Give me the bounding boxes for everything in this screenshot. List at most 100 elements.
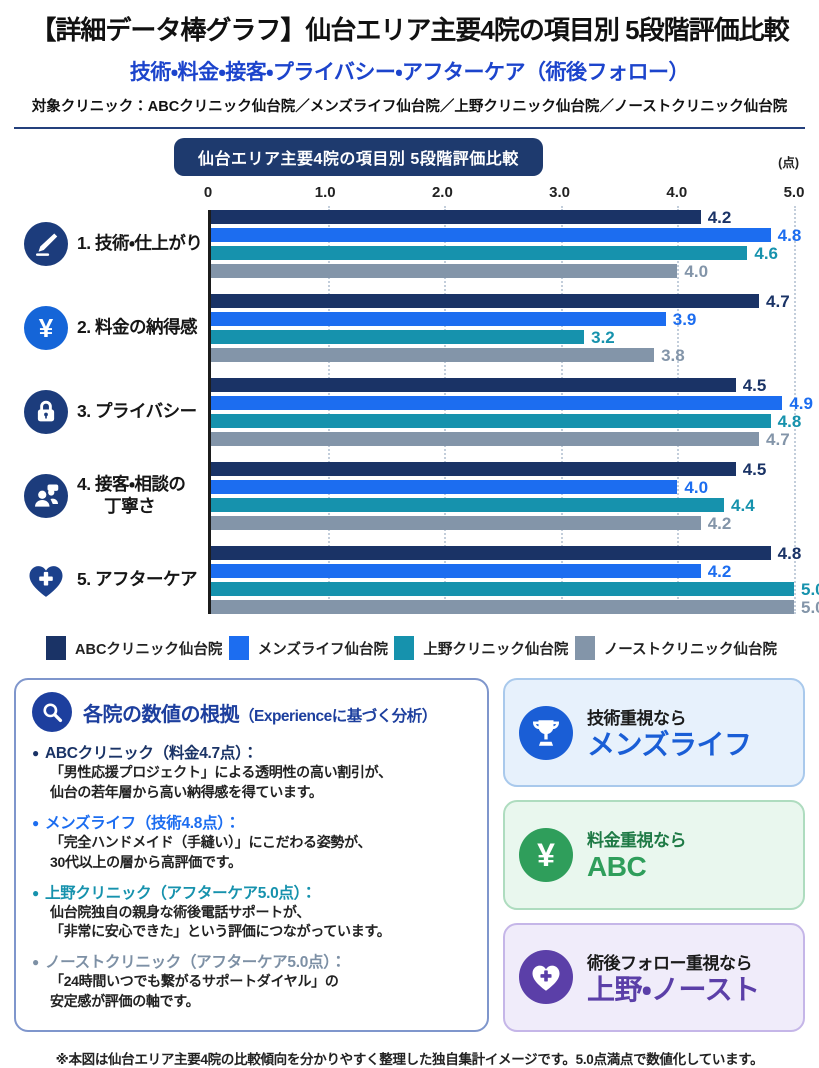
- infographic-page: 【詳細データ棒グラフ】仙台エリア主要4院の項目別 5段階評価比較 技術・料金・接…: [0, 15, 819, 1067]
- bullet-line: 仙台の若年層から高い納得感を得ています。: [50, 783, 323, 800]
- bar-ノーストクリニック仙台院: [211, 600, 794, 614]
- category-label-2: ¥2. 料金の納得感: [16, 294, 208, 362]
- recommendation-text: 術後フォロー重視なら 上野・ノースト: [587, 949, 760, 1006]
- recommendation-line2: メンズライフ: [587, 729, 752, 761]
- bar-ノーストクリニック仙台院: [211, 264, 678, 278]
- legend-item: メンズライフ仙台院: [228, 636, 388, 660]
- bar-ノーストクリニック仙台院: [211, 516, 701, 530]
- unit-label: (点): [778, 156, 799, 170]
- bar-row: 4.0: [211, 477, 794, 497]
- bullet-clinic-name: ● 上野クリニック（アフターケア5.0点）：: [32, 884, 317, 902]
- bullet-line: 「非常に安心できた」という評価につながっています。: [50, 923, 391, 940]
- bar-value: 4.2: [707, 561, 732, 581]
- chart-section: 仙台エリア主要4院の項目別 5段階評価比較 (点) 0 1.0 2.0 3.0 4.0 5…: [0, 138, 819, 660]
- x-axis-tick: 0: [203, 184, 213, 201]
- page-subtitle: 技術・料金・接客・プライバシー・アフターケア（術後フォロー）: [129, 61, 690, 84]
- bar-row: 4.7: [211, 293, 794, 310]
- bullet-dot: ●: [32, 746, 39, 760]
- bar-row: 4.2: [211, 513, 794, 533]
- page-title: 【詳細データ棒グラフ】仙台エリア主要4院の項目別 5段階評価比較: [30, 15, 789, 45]
- bar-value: 4.9: [789, 393, 813, 413]
- header-divider: [14, 127, 805, 129]
- gridline: [794, 206, 796, 614]
- bullet-line: 30代以上の層から高評価です。: [50, 853, 242, 870]
- x-axis-tick: 1.0: [314, 184, 336, 201]
- bottom-panels: 各院の数値の根拠（Experienceに基づく分析） ● ABCクリニック（料金4…: [14, 678, 805, 1032]
- category-label-5: 5. アフターケア: [16, 546, 208, 614]
- category-text: 2. 料金の納得感: [77, 317, 197, 338]
- legend-swatch: [46, 636, 66, 660]
- bar-value: 5.0: [801, 579, 819, 599]
- bullet-clinic-name: ● メンズライフ（技術4.8点）：: [32, 814, 240, 832]
- bar-value: 4.0: [684, 477, 709, 497]
- bullet-line: 安定感が評価の軸です。: [50, 993, 200, 1010]
- bullet-clinic-name: ● ノーストクリニック（アフターケア5.0点）：: [32, 954, 346, 972]
- analysis-bullet: ● ノーストクリニック（アフターケア5.0点）： 「24時間いつでも繋がるサポートダ…: [32, 950, 471, 1012]
- bar-value: 4.4: [731, 495, 755, 515]
- bar-value: 4.2: [707, 207, 732, 227]
- legend-item: ノーストクリニック仙台院: [574, 636, 777, 660]
- bullet-dot: ●: [32, 815, 39, 830]
- bar-group-3: 4.5 4.9 4.8 4.7: [211, 375, 813, 449]
- category-text: 4. 接客・相談の 丁寧さ: [77, 474, 186, 516]
- lock-icon: [24, 390, 68, 434]
- bar-value: 3.8: [661, 345, 685, 365]
- bullet-line: 「完全ハンドメイド（手縫い）」にこだわる姿勢が、: [50, 833, 372, 850]
- bar-group-4: 4.5 4.0 4.4 4.2: [211, 459, 794, 533]
- gridline: [560, 206, 563, 614]
- bar-ABCクリニック仙台院: [211, 546, 771, 560]
- chart-title-badge: 仙台エリア主要4院の項目別 5段階評価比較: [174, 138, 543, 176]
- analysis-title-main: 各院の数値の根拠: [83, 703, 240, 726]
- bar-value: 4.0: [684, 261, 709, 281]
- bar-value: 4.5: [742, 459, 767, 479]
- heart-cross-icon: [519, 950, 573, 1005]
- gridline: [327, 206, 330, 614]
- heart-cross-icon: [24, 558, 68, 602]
- legend-label: メンズライフ仙台院: [257, 641, 388, 658]
- gridline: [444, 206, 447, 614]
- category-text: 1. 技術・仕上がり: [77, 233, 203, 254]
- chart-legend: ABCクリニック仙台院 メンズライフ仙台院 上野クリニック仙台院 ノーストクリニック仙…: [46, 636, 777, 660]
- analysis-title-sub: （Experienceに基づく分析）: [239, 707, 437, 725]
- recommendation-column: 技術重視なら メンズライフ ¥ 料金重視なら ABC 術後フォロー重視なら 上野・ノースト: [503, 678, 805, 1032]
- category-text: 5. アフターケア: [77, 569, 197, 590]
- legend-swatch: [228, 636, 249, 660]
- bar-group-5: 4.8 4.2 5.05.0: [211, 545, 819, 616]
- recommendation-box-3: 術後フォロー重視なら 上野・ノースト: [503, 922, 805, 1032]
- bar-value: 4.2: [707, 513, 732, 533]
- bar-ノーストクリニック仙台院: [211, 432, 760, 446]
- bar-ABCクリニック仙台院: [211, 462, 736, 476]
- category-label-4: 4. 接客・相談の 丁寧さ: [16, 462, 208, 530]
- bar-row: 4.8: [211, 413, 801, 430]
- bar-value: 3.2: [591, 327, 615, 347]
- bar-上野クリニック仙台院: [211, 330, 585, 344]
- recommendation-box-2: ¥ 料金重視なら ABC: [503, 800, 805, 910]
- analysis-bullet: ● メンズライフ（技術4.8点）： 「完全ハンドメイド（手縫い）」にこだわる姿勢が、…: [32, 811, 471, 873]
- gridline: [677, 206, 680, 614]
- yen-icon: ¥: [519, 827, 573, 882]
- legend-swatch: [394, 636, 415, 660]
- bar-row: 4.4: [211, 495, 794, 515]
- bar-row: 3.8: [211, 345, 794, 365]
- legend-swatch: [574, 636, 595, 660]
- bullet-line: 「24時間いつでも繋がるサポートダイヤル」の: [50, 973, 339, 990]
- legend-label: 上野クリニック仙台院: [423, 641, 569, 658]
- bar-上野クリニック仙台院: [211, 414, 771, 428]
- analysis-title-row: 各院の数値の根拠（Experienceに基づく分析）: [32, 692, 471, 732]
- target-clinics-line: 対象クリニック：ABCクリニック仙台院／メンズライフ仙台院／上野クリニック仙台院…: [31, 99, 788, 115]
- yen-icon: ¥: [24, 306, 68, 350]
- x-axis-tick: 4.0: [666, 184, 688, 201]
- bullet-dot: ●: [32, 885, 39, 900]
- x-axis-tick: 2.0: [431, 184, 453, 201]
- recommendation-box-1: 技術重視なら メンズライフ: [503, 678, 805, 788]
- category-label-1: 1. 技術・仕上がり: [16, 210, 208, 278]
- category-text: 3. プライバシー: [77, 401, 197, 422]
- bullet-line: 仙台院独自の親身な術後電話サポートが、: [50, 903, 311, 920]
- category-column: 1. 技術・仕上がり ¥2. 料金の納得感 3. プライバシー 4. 接客・相談の 丁寧…: [16, 210, 208, 614]
- bar-value: 4.8: [777, 225, 802, 245]
- bar-group-1: 4.2 4.8 4.6 4.0: [211, 207, 801, 281]
- bar-value: 4.7: [766, 429, 790, 449]
- bar-value: 4.5: [742, 375, 767, 395]
- bar-上野クリニック仙台院: [211, 498, 725, 512]
- bar-row: 4.5: [211, 459, 794, 479]
